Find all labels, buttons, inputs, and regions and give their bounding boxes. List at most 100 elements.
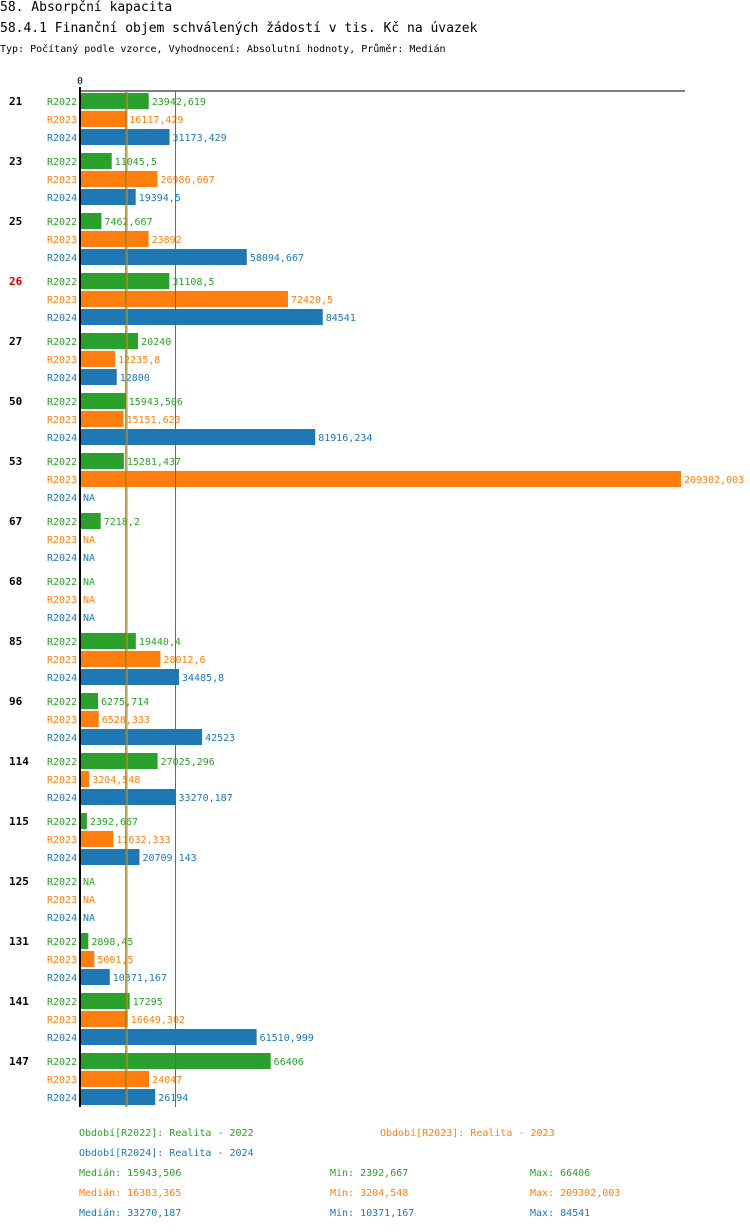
category-label: 141: [9, 995, 29, 1008]
bar: [80, 351, 116, 367]
data-label: 61510,999: [260, 1033, 314, 1044]
series-label: R2022: [47, 457, 77, 468]
bar: [80, 453, 124, 469]
bar: [80, 111, 127, 127]
data-label: 23942,619: [152, 97, 206, 108]
series-label: R2023: [47, 475, 77, 486]
bar: [80, 849, 140, 865]
series-label: R2022: [47, 217, 77, 228]
data-label: 33270,187: [179, 793, 233, 804]
series-label: R2023: [47, 175, 77, 186]
series-label: R2022: [47, 157, 77, 168]
bar: [80, 393, 126, 409]
category-label: 21: [9, 95, 23, 108]
series-label: R2022: [47, 697, 77, 708]
bar: [80, 231, 149, 247]
bar: [80, 291, 288, 307]
series-label: R2023: [47, 295, 77, 306]
series-label: R2022: [47, 877, 77, 888]
legend-min-r2022: Min: 2392,667: [330, 1168, 409, 1179]
bar: [80, 249, 247, 265]
category-label: 147: [9, 1055, 29, 1068]
data-label: 20240: [141, 337, 171, 348]
category-label: 96: [9, 695, 23, 708]
series-label: R2022: [47, 277, 77, 288]
axis-zero-label: 0: [77, 76, 84, 87]
data-label: 10371,167: [113, 973, 167, 984]
series-label: R2022: [47, 337, 77, 348]
legend-max-r2022: Max: 66406: [530, 1168, 591, 1179]
legend-max-r2023: Max: 209302,003: [530, 1188, 621, 1199]
bar: [80, 1071, 150, 1087]
data-label: 81916,234: [318, 433, 372, 444]
series-label: R2023: [47, 655, 77, 666]
data-label: 12235,8: [118, 355, 160, 366]
data-label: 5001,5: [97, 955, 133, 966]
series-label: R2023: [47, 1075, 77, 1086]
bar: [80, 633, 136, 649]
data-label: 7218,2: [104, 517, 140, 528]
series-label: R2024: [47, 133, 77, 144]
series-label: R2024: [47, 253, 77, 264]
chart-subtitle: Typ: Počítaný podle vzorce, Vyhodnocení:…: [0, 44, 446, 55]
bar: [80, 333, 139, 349]
series-label: R2022: [47, 517, 77, 528]
bar: [80, 693, 99, 709]
data-label: 58094,667: [250, 253, 304, 264]
bar: [80, 1089, 156, 1105]
category-label: 53: [9, 455, 22, 468]
data-label: NA: [83, 577, 95, 588]
page-heading: 58. Absorpční kapacita: [0, 0, 173, 15]
data-label: 23892: [152, 235, 182, 246]
series-label: R2022: [47, 1057, 77, 1068]
series-label: R2022: [47, 937, 77, 948]
series-label: R2024: [47, 1033, 77, 1044]
data-label: 19394,5: [139, 193, 181, 204]
bar: [80, 951, 95, 967]
data-label: 16117,429: [129, 115, 183, 126]
bar: [80, 969, 110, 985]
data-label: 28012,6: [163, 655, 205, 666]
series-label: R2023: [47, 895, 77, 906]
data-label: 6275,714: [101, 697, 149, 708]
series-label: R2023: [47, 415, 77, 426]
data-label: 31108,5: [172, 277, 214, 288]
bar: [80, 813, 87, 829]
data-label: 31173,429: [173, 133, 227, 144]
data-label: NA: [83, 895, 95, 906]
series-label: R2022: [47, 397, 77, 408]
data-label: 11632,333: [116, 835, 170, 846]
data-label: 26194: [158, 1093, 188, 1104]
data-label: NA: [83, 493, 95, 504]
legend-min-r2023: Min: 3204,548: [330, 1188, 409, 1199]
legend-median-r2024: Medián: 33270,187: [79, 1208, 182, 1219]
series-label: R2023: [47, 1015, 77, 1026]
legend-period-r2022: Období[R2022]: Realita - 2022: [79, 1128, 254, 1139]
series-label: R2024: [47, 193, 77, 204]
category-label: 85: [9, 635, 22, 648]
bar: [80, 1029, 257, 1045]
series-label: R2023: [47, 535, 77, 546]
data-label: 209302,003: [684, 475, 744, 486]
bar: [80, 771, 90, 787]
series-label: R2024: [47, 973, 77, 984]
category-label: 25: [9, 215, 22, 228]
bar: [80, 513, 101, 529]
series-label: R2024: [47, 793, 77, 804]
series-label: R2023: [47, 715, 77, 726]
series-label: R2024: [47, 1093, 77, 1104]
data-label: 15281,437: [127, 457, 181, 468]
category-label: 27: [9, 335, 22, 348]
category-label: 67: [9, 515, 22, 528]
series-label: R2024: [47, 373, 77, 384]
bar: [80, 189, 136, 205]
series-label: R2024: [47, 553, 77, 564]
series-label: R2022: [47, 817, 77, 828]
chart-title: 58.4.1 Finanční objem schválených žádost…: [0, 21, 478, 36]
data-label: 2898,45: [91, 937, 133, 948]
data-label: 11045,5: [115, 157, 157, 168]
legend-median-r2023: Medián: 16383,365: [79, 1188, 182, 1199]
data-label: 66406: [274, 1057, 304, 1068]
